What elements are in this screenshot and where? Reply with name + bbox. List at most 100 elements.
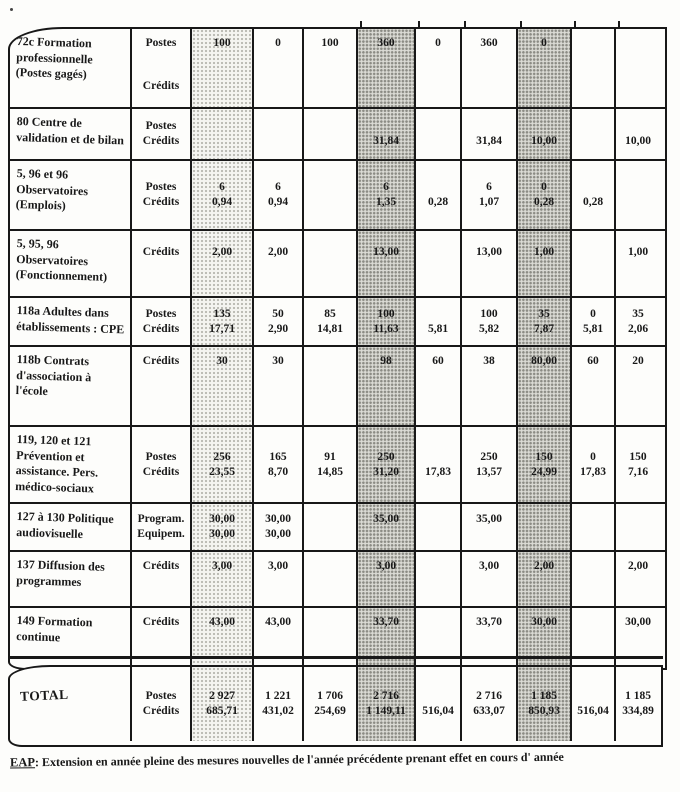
cell-value xyxy=(488,51,491,66)
sublabel: Postes xyxy=(145,120,177,132)
cell-value: 13,57 xyxy=(476,465,502,478)
cell-value xyxy=(543,119,546,134)
cell-value: 2,00 xyxy=(211,246,233,258)
cell-value xyxy=(385,51,388,66)
value-cell: 150 24,99 xyxy=(518,427,572,502)
value-cell: 30,00 30,00 xyxy=(192,504,254,550)
row-label: 118a Adultes dans établissements : CPE xyxy=(10,298,132,345)
value-cell: 31,84 xyxy=(358,109,416,159)
table-row: 118b Contrats d'association à l'école Cré… xyxy=(10,347,665,427)
value-cell xyxy=(192,109,254,159)
cell-value xyxy=(329,245,332,260)
value-cell: 80,00 xyxy=(518,347,572,425)
cell-value xyxy=(437,307,440,322)
table-row: 72c Formation professionnelle (Postes ga… xyxy=(10,29,665,109)
value-cell: 10,00 xyxy=(616,109,660,159)
cell-value: 250 xyxy=(480,450,498,463)
sublabel: Postes xyxy=(145,307,177,320)
cell-value xyxy=(543,51,546,66)
value-cell xyxy=(304,109,358,159)
cell-value xyxy=(437,615,440,630)
value-cell: 360 xyxy=(358,29,416,107)
cell-value: 0,28 xyxy=(533,196,555,208)
value-cell: 2,00 xyxy=(192,231,254,296)
cell-value xyxy=(221,134,224,149)
cell-value: 0 xyxy=(275,37,281,49)
value-cell: 1,00 xyxy=(616,231,660,296)
sublabel: Crédits xyxy=(142,705,180,717)
cell-value: 33,70 xyxy=(476,616,502,628)
value-cell: 60 xyxy=(416,347,462,425)
cell-value xyxy=(437,134,440,149)
cell-value: 30,00 xyxy=(265,528,291,540)
scan-line-artifact xyxy=(360,21,362,28)
cell-value: 2,00 xyxy=(627,560,649,572)
sublabel: Postes xyxy=(145,690,177,702)
cell-value xyxy=(592,51,595,66)
cell-value: 43,00 xyxy=(265,616,291,628)
value-cell xyxy=(304,347,358,425)
cell-value: 98 xyxy=(380,355,392,367)
cell-value: 100 xyxy=(480,307,498,320)
cell-value: 30 xyxy=(272,355,284,367)
cell-value: 35 xyxy=(632,307,644,320)
cell-value: 100 xyxy=(321,37,339,49)
value-cell: 165 8,70 xyxy=(254,427,304,502)
cell-value xyxy=(637,195,640,210)
row-label: 118b Contrats d'association à l'école xyxy=(10,347,132,425)
value-cell: 2 716 1 149,11 xyxy=(358,667,416,741)
row-label: 5, 95, 96 Observatoires (Fonctionnement) xyxy=(10,231,132,296)
cell-value xyxy=(277,51,280,66)
sublabel: Equipem. xyxy=(137,528,185,540)
value-cell: 2 927 685,71 xyxy=(192,667,254,741)
scan-line-artifact xyxy=(618,21,620,28)
sublabel: Crédits xyxy=(142,135,180,147)
cell-value xyxy=(329,51,332,66)
value-cell: 150 7,16 xyxy=(616,427,660,502)
cell-value: 2,00 xyxy=(267,246,289,258)
value-cell xyxy=(572,504,616,550)
cell-value: 0 xyxy=(590,307,596,320)
footnote-text: : Extension en année pleine des mesures … xyxy=(34,749,564,770)
cell-value: 3,00 xyxy=(211,560,233,572)
value-cell: 100 5,82 xyxy=(462,298,518,345)
cell-value xyxy=(637,527,640,542)
cell-value xyxy=(329,527,332,542)
value-cell xyxy=(304,608,358,668)
cell-value: 7,87 xyxy=(533,322,555,335)
value-cell: 100 xyxy=(192,29,254,107)
sublabel: Crédits xyxy=(142,80,180,92)
value-cell: 35,00 xyxy=(462,504,518,550)
cell-value: 23,55 xyxy=(209,465,235,478)
cell-value: 850,93 xyxy=(528,705,560,717)
cell-value xyxy=(329,354,332,369)
cell-value xyxy=(637,119,640,134)
cell-value: 1,00 xyxy=(533,246,555,258)
row-sublabels: Postes Crédits xyxy=(132,298,192,345)
cell-value: 10,00 xyxy=(625,135,651,147)
sublabel: Crédits xyxy=(142,465,180,478)
cell-value: 33,70 xyxy=(373,616,399,628)
cell-value: 38 xyxy=(483,355,495,367)
scan-line-artifact xyxy=(464,21,466,28)
table-row: 119, 120 et 121 Prévention et assistance… xyxy=(10,427,665,504)
value-cell xyxy=(572,29,616,107)
value-cell: 135 17,71 xyxy=(192,298,254,345)
value-cell: 2,00 xyxy=(616,552,660,606)
cell-value: 6 xyxy=(275,181,281,193)
sublabel: Crédits xyxy=(142,355,180,367)
value-cell: 3,00 xyxy=(192,552,254,606)
value-cell: 30 xyxy=(254,347,304,425)
cell-value: 685,71 xyxy=(206,705,238,717)
value-cell: 0 17,83 xyxy=(572,427,616,502)
scan-speck-artifact xyxy=(10,8,13,11)
value-cell: 250 31,20 xyxy=(358,427,416,502)
budget-table: 72c Formation professionnelle (Postes ga… xyxy=(8,27,667,670)
sublabel: Postes xyxy=(145,181,177,193)
cell-value: 30,00 xyxy=(209,528,235,540)
value-cell: 1 221 431,02 xyxy=(254,667,304,741)
cell-value: 2,06 xyxy=(627,322,649,335)
row-sublabels: Postes Crédits xyxy=(132,161,192,229)
value-cell: 60 xyxy=(572,347,616,425)
cell-value: 6 xyxy=(486,181,492,193)
